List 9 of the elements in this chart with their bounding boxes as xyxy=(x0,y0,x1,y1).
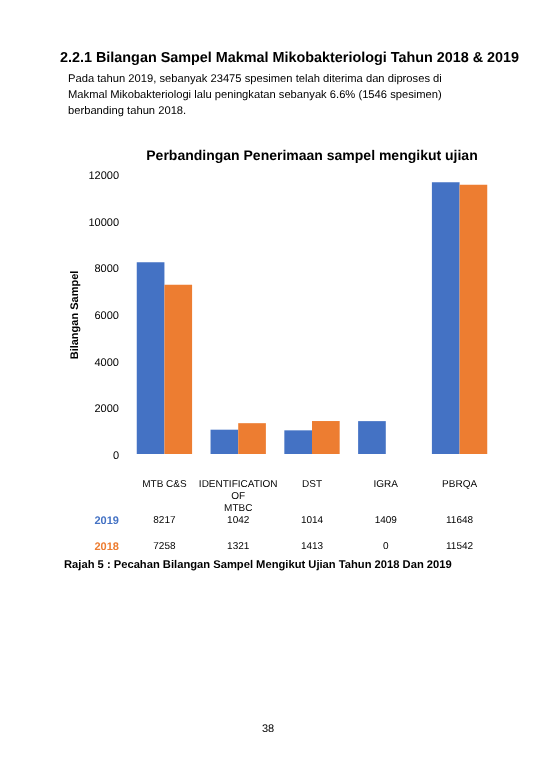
bar xyxy=(312,421,340,454)
bar xyxy=(284,430,312,454)
bar xyxy=(238,423,266,454)
bar xyxy=(431,182,460,454)
bar xyxy=(210,429,239,454)
bar xyxy=(164,284,193,454)
bar xyxy=(358,421,386,454)
bar xyxy=(136,262,165,454)
bar xyxy=(459,184,488,454)
